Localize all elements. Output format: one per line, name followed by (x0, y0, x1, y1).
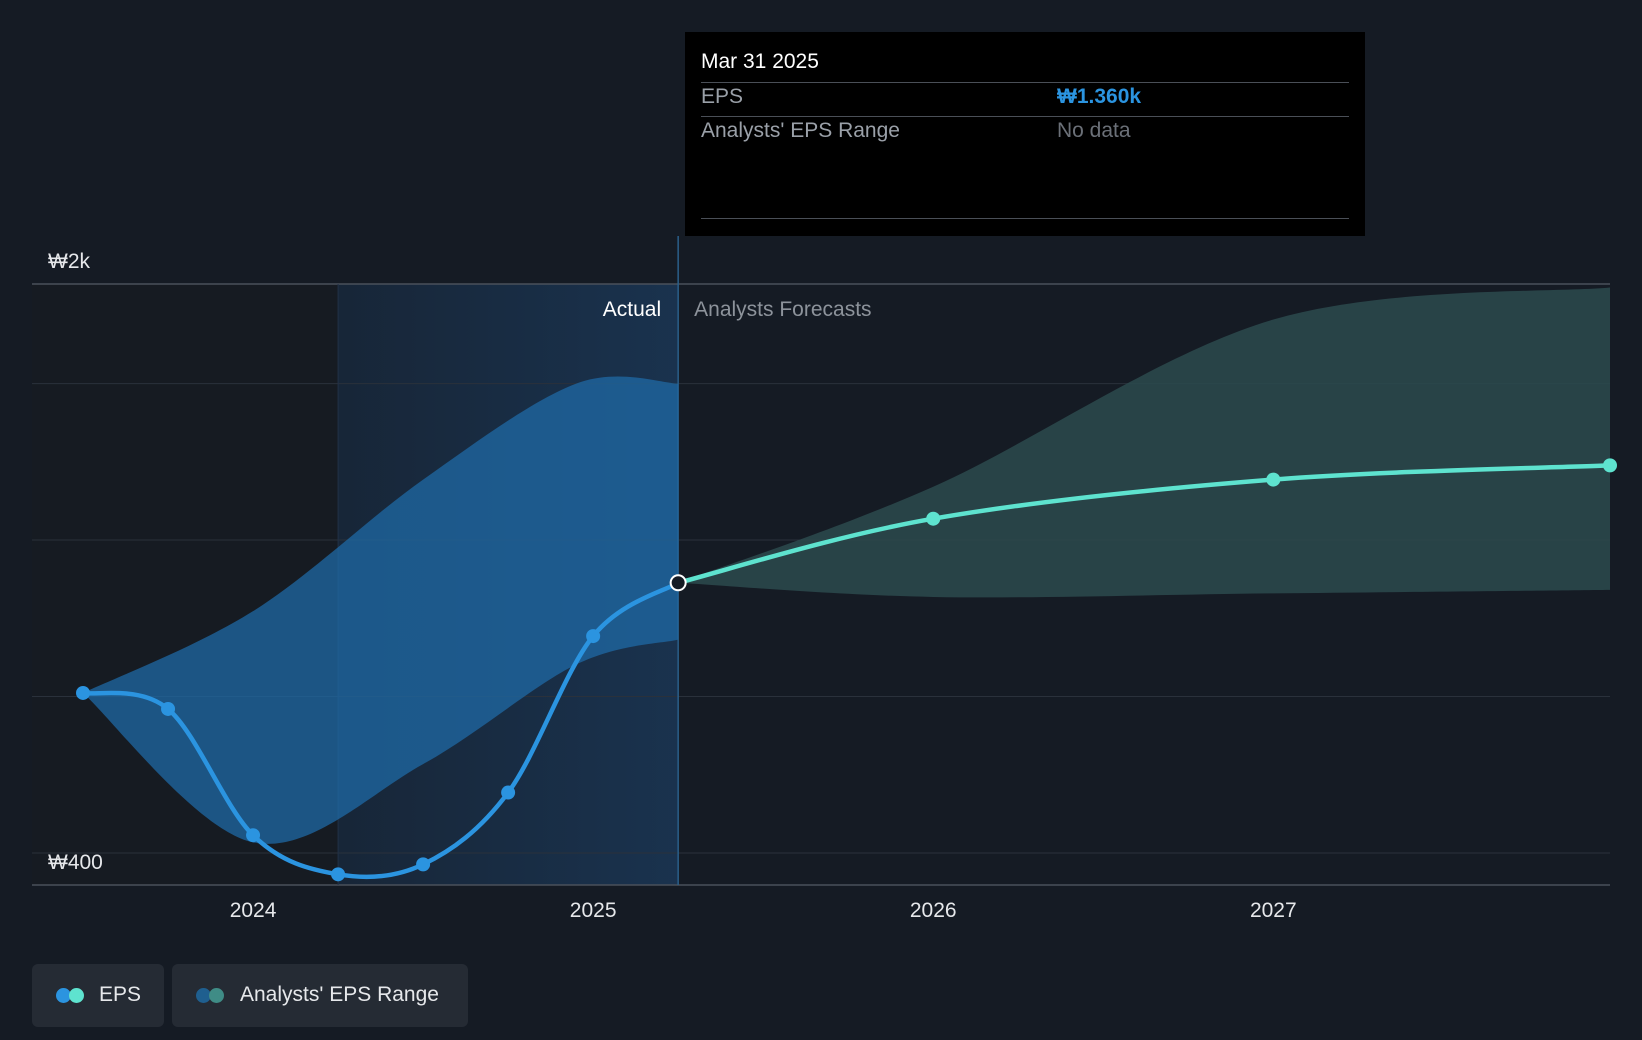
tooltip-date: Mar 31 2025 (701, 50, 819, 73)
legend-range-label: Analysts' EPS Range (240, 983, 439, 1006)
tooltip-eps-label: EPS (701, 85, 744, 108)
tooltip: Mar 31 2025 EPS ₩1.360k Analysts' EPS Ra… (685, 32, 1365, 236)
forecast-eps-point (1266, 472, 1281, 487)
actual-eps-point (76, 685, 91, 700)
x-tick-label: 2026 (910, 899, 957, 922)
range-legend-icon (209, 988, 224, 1003)
x-tick-label: 2025 (570, 899, 617, 922)
actual-eps-point (416, 857, 431, 872)
forecast-eps-line (675, 463, 1613, 585)
legend-eps-button[interactable]: EPS (32, 964, 164, 1027)
eps-legend-icon (56, 988, 71, 1003)
tooltip-divider (701, 82, 1349, 83)
forecast-section-label: Analysts Forecasts (694, 298, 871, 321)
legend-range-button[interactable]: Analysts' EPS Range (172, 964, 468, 1027)
forecast-eps-range-band (678, 287, 1610, 598)
x-tick-label: 2027 (1250, 899, 1297, 922)
forecast-eps-point (926, 511, 941, 526)
legend-eps-label: EPS (99, 983, 142, 1006)
tooltip-range-value: No data (1057, 119, 1131, 142)
x-tick-label: 2024 (230, 899, 277, 922)
tooltip-divider (701, 116, 1349, 117)
actual-eps-point (586, 629, 601, 644)
actual-eps-point (331, 867, 346, 882)
actual-eps-point (246, 828, 261, 843)
y-tick-label: ₩2k (48, 250, 91, 273)
tooltip-eps-value: ₩1.360k (1057, 85, 1142, 108)
y-tick-label: ₩400 (48, 851, 103, 874)
actual-eps-range-band (83, 376, 679, 844)
highlighted-eps-point (669, 574, 687, 592)
actual-eps-point (501, 785, 516, 800)
range-legend-icon (196, 988, 211, 1003)
actual-eps-line (80, 580, 681, 880)
actual-section-label: Actual (603, 298, 661, 321)
eps-legend-icon (69, 988, 84, 1003)
forecast-eps-point (1603, 458, 1617, 473)
tooltip-range-label: Analysts' EPS Range (701, 119, 900, 142)
tooltip-divider (701, 218, 1349, 219)
actual-eps-point (161, 701, 176, 716)
